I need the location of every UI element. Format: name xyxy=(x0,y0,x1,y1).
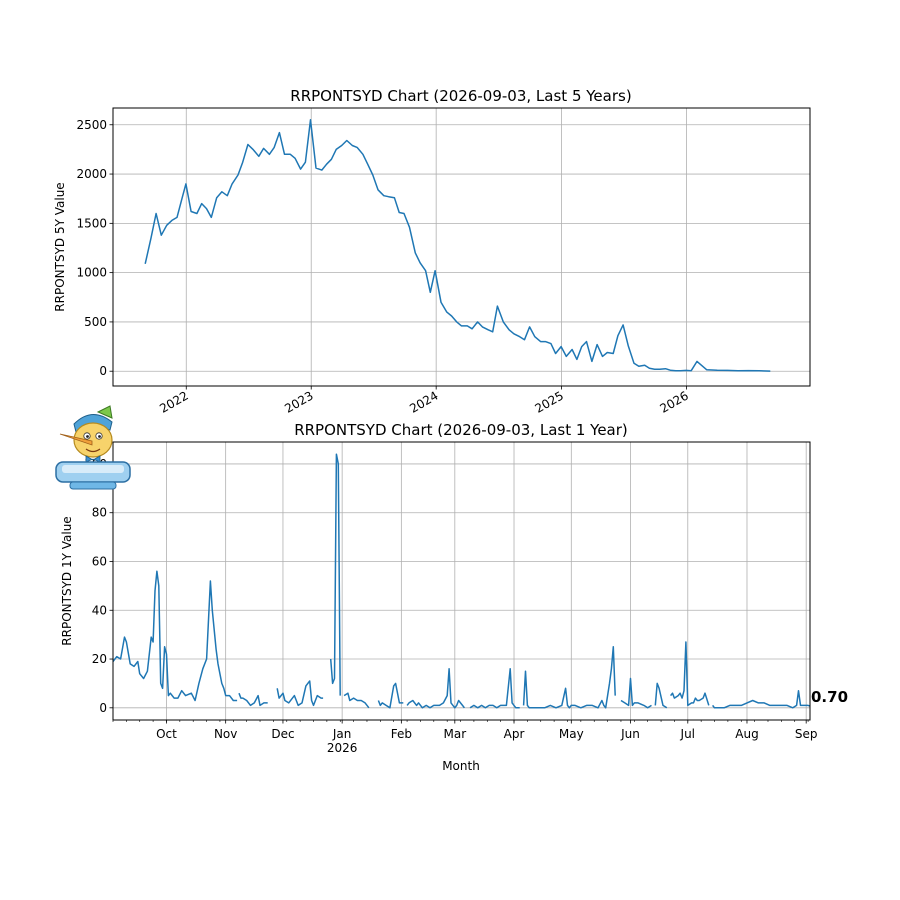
chart-1y-plot-area xyxy=(112,453,811,709)
x-tick-label: Dec xyxy=(271,727,294,741)
y-tick-label: 500 xyxy=(84,315,107,329)
chart-5y-plot-area xyxy=(144,119,771,372)
series-line xyxy=(654,682,668,709)
series-line xyxy=(620,677,652,709)
series-line xyxy=(406,668,465,709)
x-tick-label: Jun xyxy=(620,727,640,741)
chart-1y-y-label: RRPONTSYD 1Y Value xyxy=(60,516,74,645)
y-tick-label: 2000 xyxy=(76,167,107,181)
x-tick-label: May xyxy=(559,727,584,741)
chart-5y-y-label: RRPONTSYD 5Y Value xyxy=(53,182,67,311)
mascot-logo-icon xyxy=(55,405,131,490)
series-line xyxy=(712,689,811,709)
y-tick-label: 2500 xyxy=(76,118,107,132)
chart-5y-title: RRPONTSYD Chart (2026-09-03, Last 5 Year… xyxy=(290,87,631,105)
x-tick-label: Oct xyxy=(156,727,177,741)
series-line xyxy=(343,692,370,709)
y-tick-label: 0 xyxy=(99,364,107,378)
last-value-label: 0.70 xyxy=(811,688,848,706)
series-line xyxy=(469,668,520,709)
x-tick-label: Jan xyxy=(332,727,352,741)
x-tick-label: Sep xyxy=(795,727,818,741)
chart-5y-frame xyxy=(112,107,811,387)
chart-1y: RRPONTSYD Chart (2026-09-03, Last 1 Year… xyxy=(60,421,848,773)
series-line xyxy=(144,119,771,372)
series-line xyxy=(238,692,268,707)
chart-1y-x-label: Month xyxy=(442,759,480,773)
series-line xyxy=(276,680,324,707)
x-tick-label: Apr xyxy=(504,727,525,741)
x-tick-label: Feb xyxy=(391,727,412,741)
x-tick-label: Nov xyxy=(214,727,237,741)
series-line xyxy=(522,646,616,709)
x-tick-year-label: 2026 xyxy=(327,741,358,755)
x-tick-label: Mar xyxy=(443,727,466,741)
chart-5y-y-axis: 0 500 1000 1500 2000 2500 xyxy=(76,118,113,378)
series-line xyxy=(670,641,710,707)
series-line xyxy=(329,453,341,696)
series-line xyxy=(112,570,238,702)
y-tick-label: 1000 xyxy=(76,266,107,280)
y-tick-label: 60 xyxy=(92,554,107,568)
y-tick-label: 1500 xyxy=(76,216,107,230)
y-tick-label: 40 xyxy=(92,603,107,617)
chart-1y-frame xyxy=(112,441,811,721)
y-tick-label: 80 xyxy=(92,506,107,520)
y-tick-label: 0 xyxy=(99,701,107,715)
x-tick-label: Jul xyxy=(680,727,695,741)
x-tick-label: Aug xyxy=(735,727,758,741)
chart-1y-title: RRPONTSYD Chart (2026-09-03, Last 1 Year… xyxy=(294,421,628,439)
chart-5y-grid xyxy=(113,108,810,386)
series-line xyxy=(377,682,404,709)
chart-1y-grid xyxy=(113,442,810,720)
y-tick-label: 20 xyxy=(92,652,107,666)
